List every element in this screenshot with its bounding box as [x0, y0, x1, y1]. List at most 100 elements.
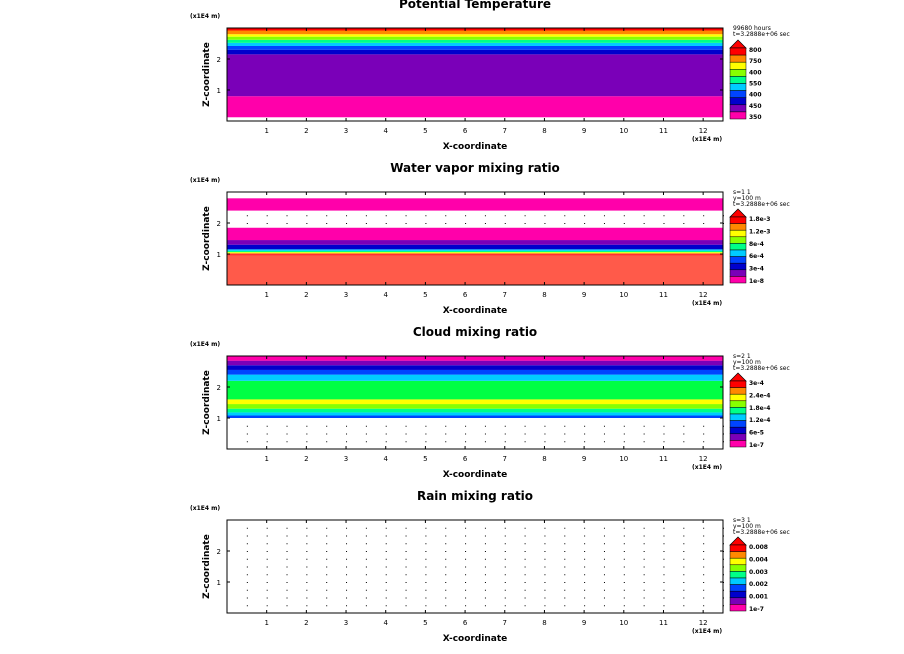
grid-dot	[425, 433, 427, 435]
grid-dot	[246, 543, 248, 545]
colorbar-swatch	[729, 433, 747, 441]
grid-dot	[326, 433, 328, 435]
grid-dot	[326, 223, 328, 224]
grid-dot	[445, 566, 447, 568]
grid-dot	[504, 582, 506, 583]
grid-dot	[584, 597, 586, 599]
colorbar-arrow	[729, 208, 747, 218]
x-tick-label: 1	[264, 619, 268, 627]
grid-dot	[346, 223, 348, 224]
grid-dot	[524, 433, 526, 435]
grid-dot	[286, 582, 288, 583]
grid-dot	[603, 582, 605, 583]
grid-dot	[306, 605, 308, 607]
info-line: y=100 m	[733, 359, 761, 366]
grid-dot	[584, 425, 586, 427]
grid-dot	[663, 535, 665, 537]
colorbar-swatch	[729, 97, 747, 106]
grid-dot	[266, 574, 268, 576]
contour-band	[227, 408, 723, 413]
grid-dot	[643, 425, 645, 427]
grid-dot	[623, 558, 625, 560]
grid-dot	[385, 425, 387, 427]
grid-dot	[405, 551, 407, 552]
grid-dot	[425, 551, 427, 552]
colorbar-label: 1e-7	[749, 606, 764, 613]
grid-dot	[306, 433, 308, 435]
grid-dot	[286, 551, 288, 552]
colorbar-label: 0.008	[749, 544, 768, 551]
colorbar-swatch	[729, 76, 747, 84]
grid-dot	[425, 441, 427, 443]
grid-dot	[425, 558, 427, 560]
colorbar-swatch	[729, 83, 747, 91]
colorbar-swatch	[729, 440, 747, 448]
contour-band	[227, 374, 723, 381]
grid-dot	[286, 441, 288, 443]
x-multiplier: (x1E4 m)	[692, 300, 722, 307]
grid-dot	[385, 551, 387, 552]
grid-dot	[246, 223, 248, 224]
x-multiplier: (x1E4 m)	[692, 628, 722, 635]
grid-dot	[703, 527, 705, 529]
colorbar-swatch	[729, 387, 747, 395]
grid-dot	[564, 582, 566, 583]
x-tick-label: 11	[659, 619, 668, 627]
grid-dot	[603, 566, 605, 568]
grid-dot	[326, 425, 328, 427]
grid-dot	[504, 566, 506, 568]
colorbar-swatch	[729, 571, 747, 579]
grid-dot	[484, 215, 486, 217]
grid-dot	[564, 574, 566, 576]
grid-dot	[484, 433, 486, 435]
grid-dot	[346, 535, 348, 537]
grid-dot	[425, 582, 427, 583]
grid-dot	[266, 441, 268, 443]
y-tick-label: 2	[217, 384, 221, 392]
grid-dot	[603, 433, 605, 435]
grid-dot	[385, 535, 387, 537]
info-line: s=2 1	[733, 353, 751, 360]
x-tick-label: 5	[423, 127, 427, 135]
grid-dot	[385, 597, 387, 599]
grid-dot	[365, 566, 367, 568]
colorbar-label: 0.001	[749, 594, 768, 601]
grid-dot	[445, 535, 447, 537]
panel-title: Water vapor mixing ratio	[390, 161, 560, 175]
grid-dot	[603, 589, 605, 591]
grid-dot	[445, 589, 447, 591]
grid-dot	[425, 215, 427, 217]
grid-dot	[663, 558, 665, 560]
grid-dot	[584, 535, 586, 537]
colorbar-label: 2.4e-4	[749, 392, 770, 399]
colorbar-swatch	[729, 557, 747, 566]
grid-dot	[286, 597, 288, 599]
grid-dot	[603, 543, 605, 545]
grid-dot	[405, 543, 407, 545]
grid-dot	[683, 441, 685, 443]
grid-dot	[246, 215, 248, 217]
grid-dot	[544, 597, 546, 599]
grid-dot	[584, 589, 586, 591]
panel-title: Rain mixing ratio	[417, 489, 533, 503]
grid-dot	[603, 425, 605, 427]
grid-dot	[643, 433, 645, 435]
plot-frame	[226, 355, 724, 450]
info-line: t=3.2888e+06 sec	[733, 365, 790, 372]
y-multiplier: (x1E4 m)	[190, 177, 220, 184]
contour-band	[227, 255, 723, 285]
colorbar-swatch	[729, 249, 747, 257]
grid-dot	[266, 223, 268, 224]
contour-band	[227, 39, 723, 43]
grid-dot	[484, 535, 486, 537]
contour-band	[227, 415, 723, 418]
x-tick-label: 10	[619, 619, 628, 627]
contour-band	[227, 404, 723, 409]
grid-dot	[465, 551, 467, 552]
y-tick-label: 1	[217, 415, 221, 423]
grid-dot	[663, 574, 665, 576]
x-tick-label: 11	[659, 291, 668, 299]
colorbar-label: 0.002	[749, 581, 768, 588]
grid-dot	[405, 433, 407, 435]
x-tick-label: 6	[463, 127, 468, 135]
